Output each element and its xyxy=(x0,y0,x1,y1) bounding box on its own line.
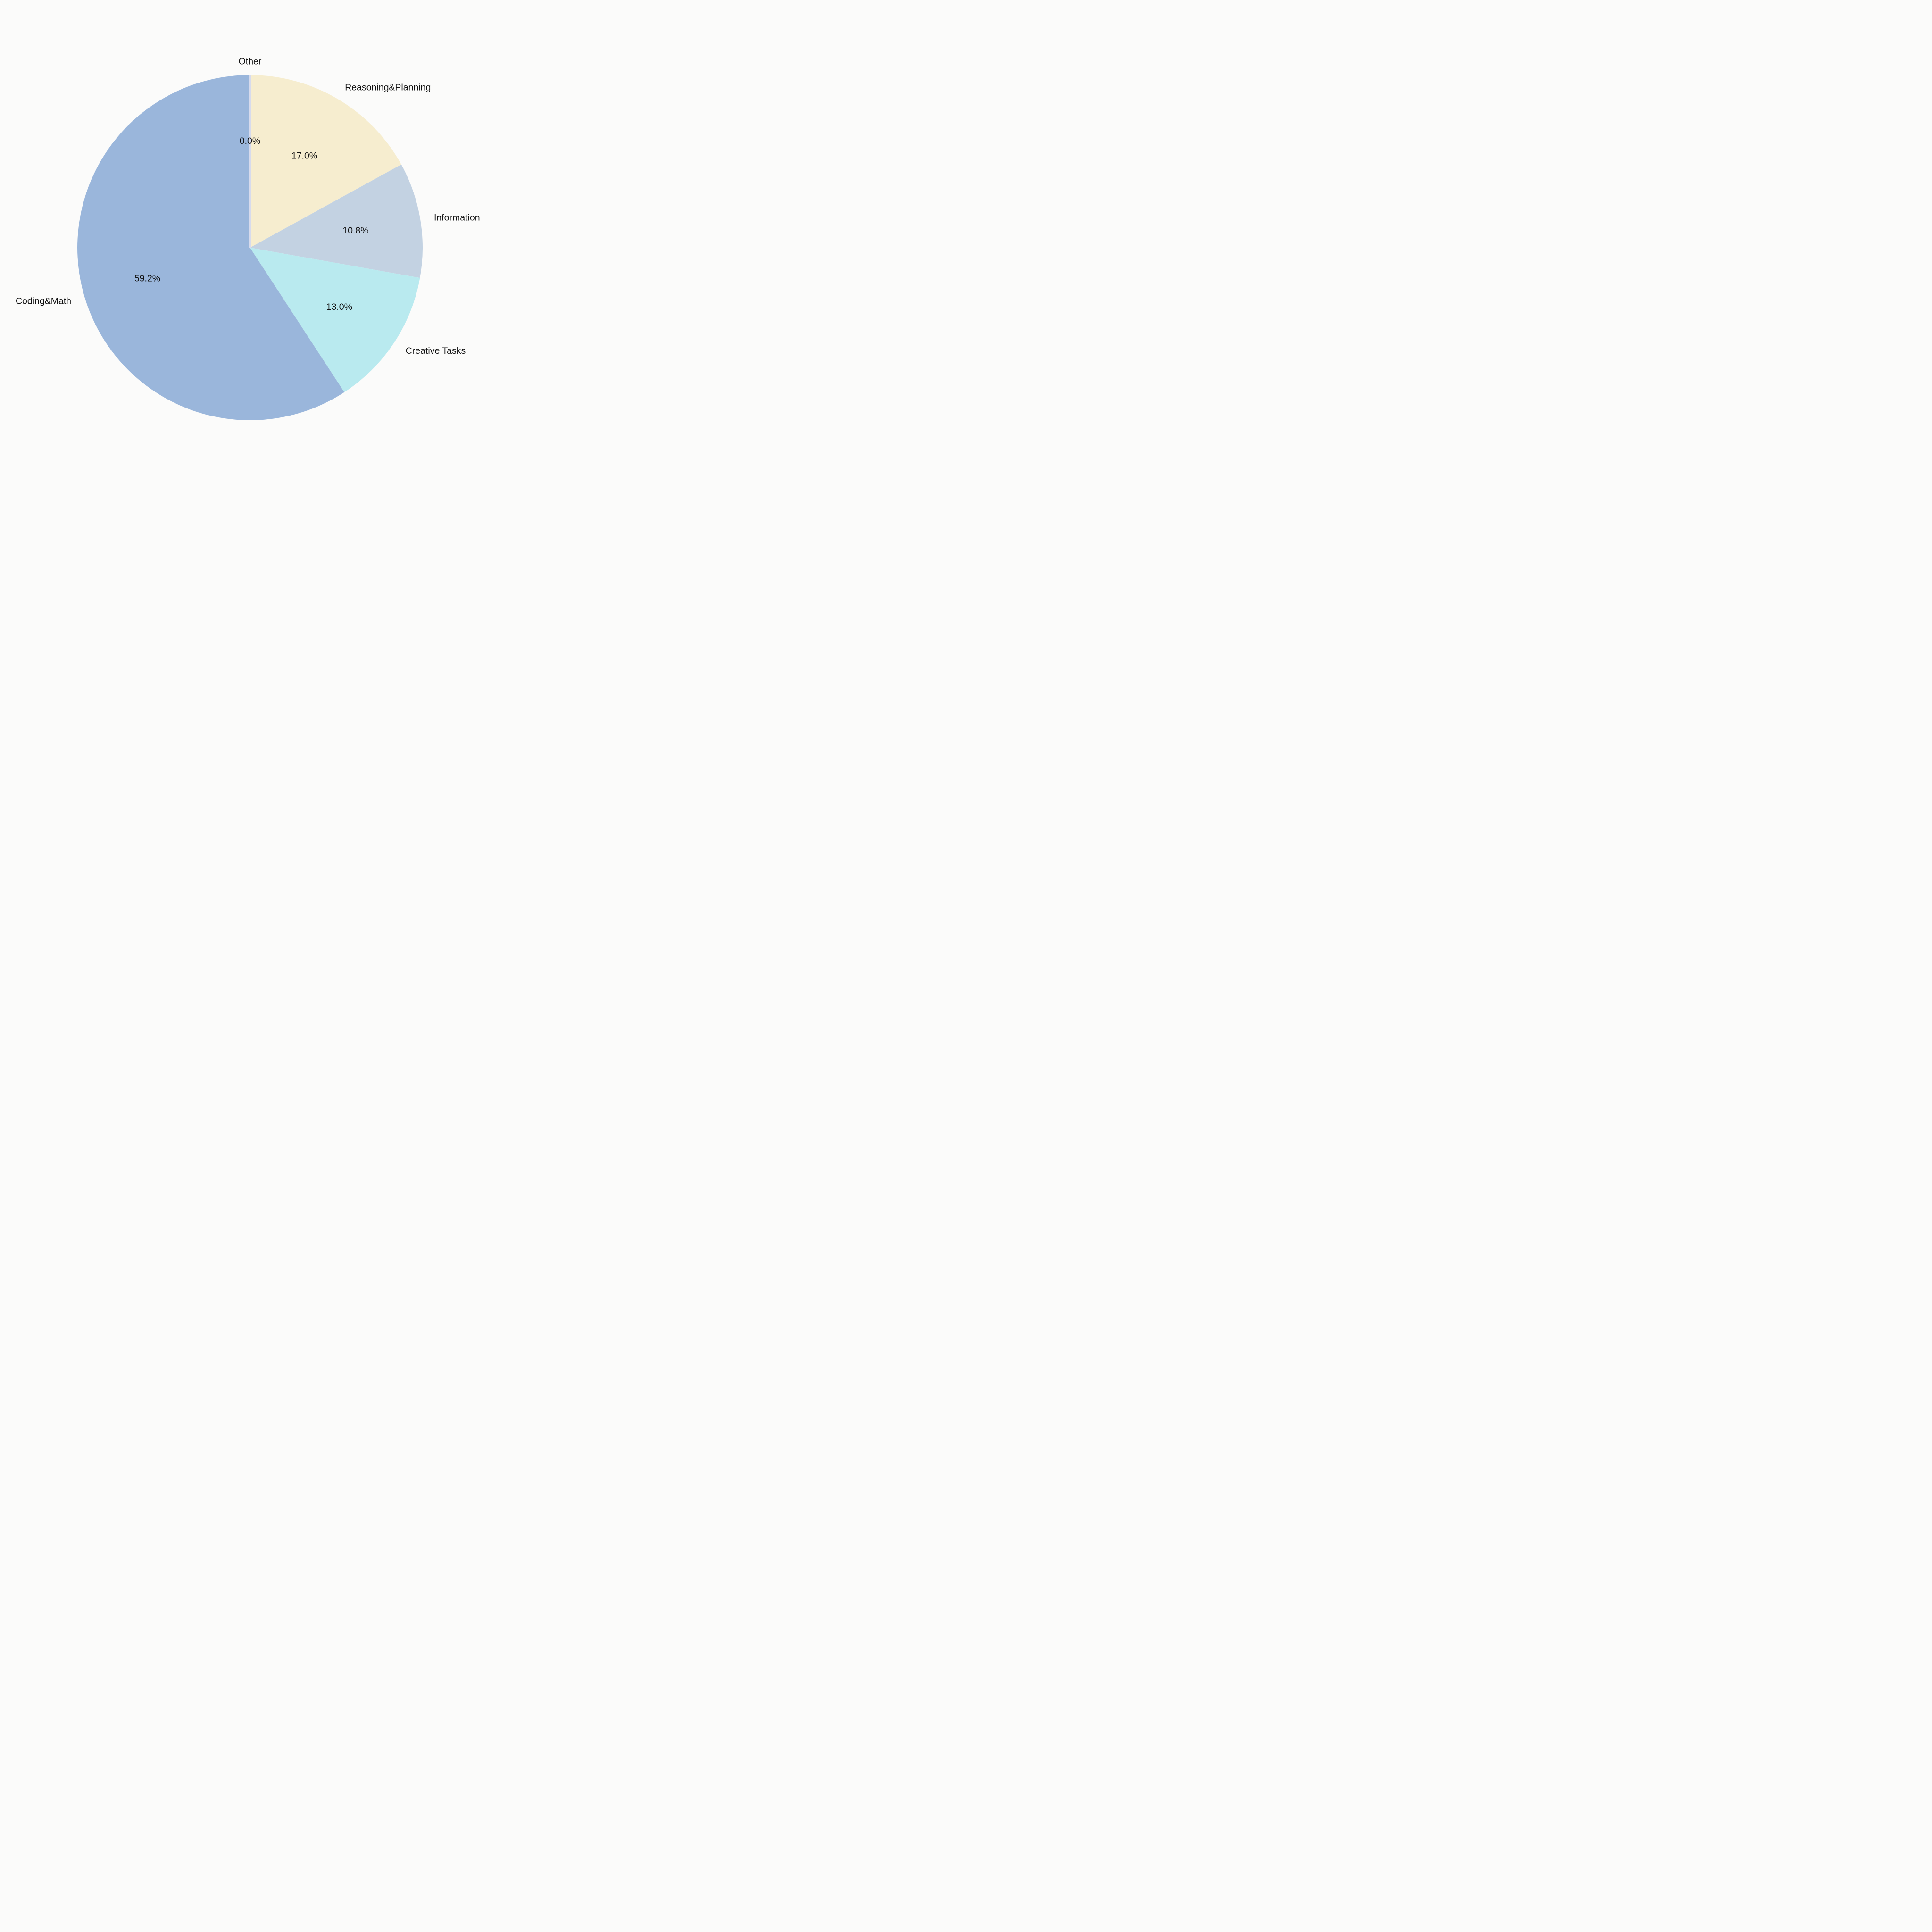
slice-pct-reasoning-planning: 17.0% xyxy=(291,151,317,161)
slice-pct-creative-tasks: 13.0% xyxy=(326,302,352,312)
slice-label-other: Other xyxy=(239,57,262,67)
slice-label-coding-math: Coding&Math xyxy=(16,296,71,307)
pie-slice-creative-tasks xyxy=(250,248,420,392)
pie-chart-figure: 0.0% Other 17.0% Reasoning&Planning 10.8% Inf… xyxy=(0,0,483,483)
slice-pct-coding-math: 59.2% xyxy=(134,274,160,284)
slice-pct-information: 10.8% xyxy=(342,225,368,236)
pie-slice-information xyxy=(250,164,423,278)
pie-slice-reasoning-planning xyxy=(250,75,401,248)
slice-label-information: Information xyxy=(434,213,480,223)
pie-slice-coding-math xyxy=(77,75,344,420)
pie-chart: 0.0% Other 17.0% Reasoning&Planning 10.8% Inf… xyxy=(0,0,483,483)
slice-label-creative-tasks: Creative Tasks xyxy=(406,346,466,356)
slice-label-reasoning-planning: Reasoning&Planning xyxy=(345,83,431,93)
slice-pct-other: 0.0% xyxy=(240,136,260,146)
